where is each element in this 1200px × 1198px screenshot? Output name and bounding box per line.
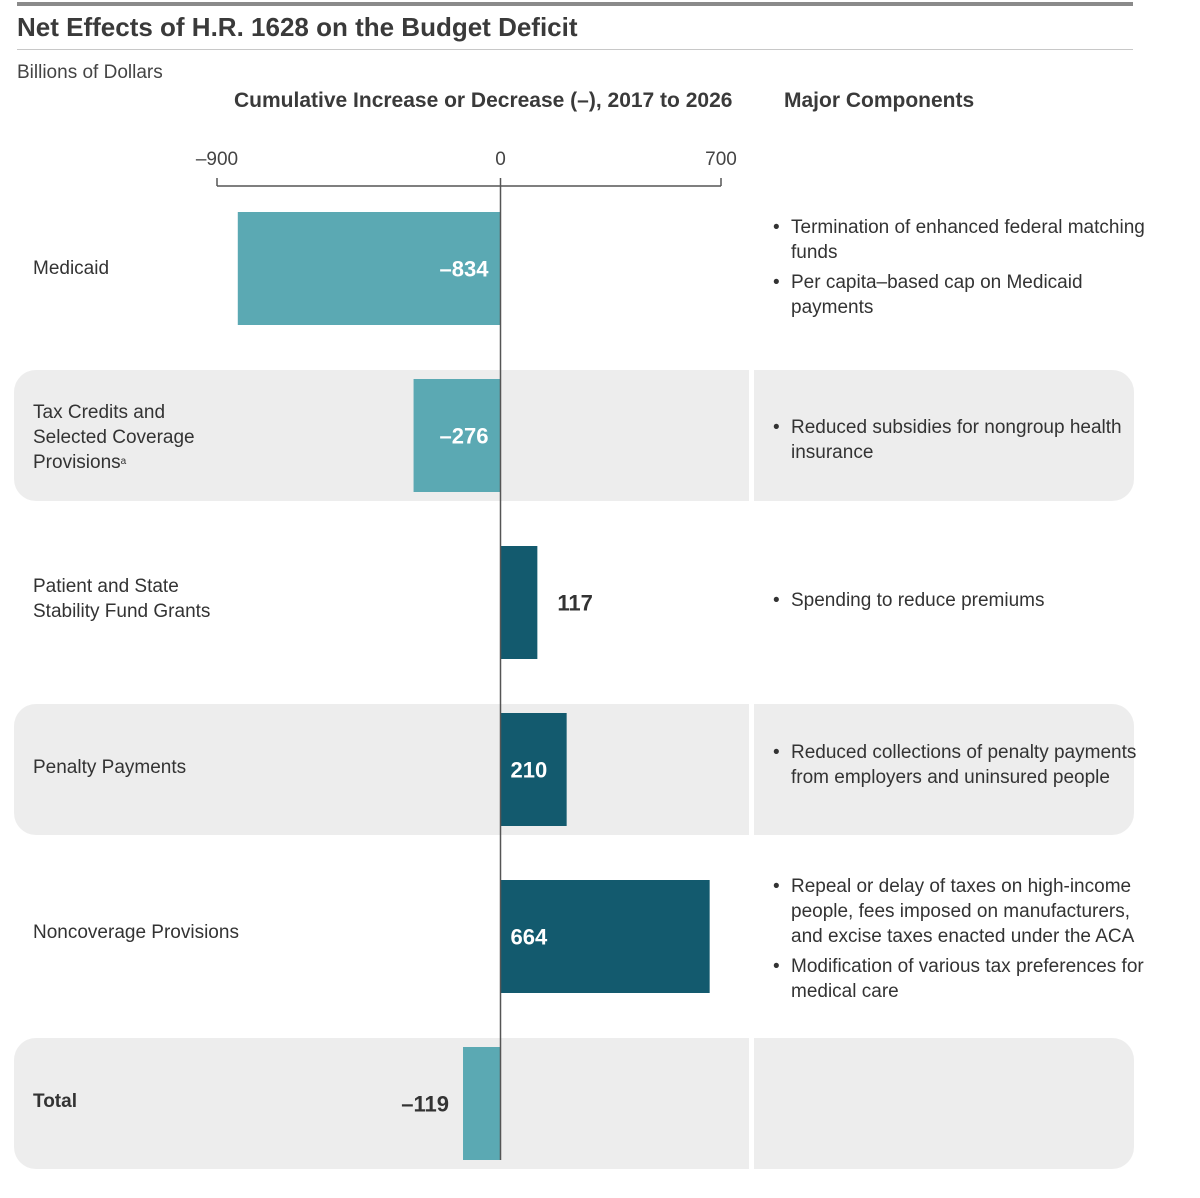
bullet-item: • Per capita–based cap on Medicaid paymen… [773,272,1083,318]
bullets-tax-credits: • Reduced subsidies for nongroup health i… [773,415,1161,470]
bar [500,880,710,993]
bullet-icon: • [773,417,780,438]
chart-title: Net Effects of H.R. 1628 on the Budget D… [17,12,578,42]
bullet-item: • Spending to reduce premiums [773,590,1045,611]
bullet-icon: • [773,742,780,763]
row-label-penalty-payments: Penalty Payments [33,757,187,778]
bullet-item: • Termination of enhanced federal matchin… [773,217,1145,263]
bullet-icon: • [773,956,780,977]
bar-value-label: –834 [440,257,490,282]
row-label-stability-fund: Patient and State Stability Fund Grants [33,576,211,622]
bar-value-label: 210 [511,758,548,783]
bar-value-label: 117 [557,591,593,616]
bullets-medicaid: • Termination of enhanced federal matchin… [773,215,1161,325]
bullets-penalty-payments: • Reduced collections of penalty payments… [773,740,1161,795]
bullet-icon: • [773,876,780,897]
bullet-item: • Reduced subsidies for nongroup health i… [773,417,1122,463]
band-divider [749,1038,754,1169]
x-tick-label: 0 [495,149,506,170]
bullets-noncoverage: • Repeal or delay of taxes on high-income… [773,874,1161,1009]
row-label-noncoverage: Noncoverage Provisions [33,922,239,943]
top-rule [17,2,1133,6]
bar-value-label: –119 [401,1092,449,1117]
bar [413,379,501,492]
row-label-tax-credits: Tax Credits and Selected Coverage Provis… [33,402,195,473]
bullet-icon: • [773,217,780,238]
bar [463,1047,501,1160]
bullet-icon: • [773,590,780,611]
bar-value-label: 664 [511,925,548,950]
row-band-tax-credits [14,370,1134,501]
bar [500,713,567,826]
row-label-medicaid: Medicaid [33,258,110,279]
bar [237,212,501,325]
band-divider [749,704,754,835]
bullet-item: • Reduced collections of penalty payments… [773,742,1137,788]
components-column-header: Major Components [784,89,975,112]
bullet-item: • Repeal or delay of taxes on high-income… [773,876,1135,947]
footnote-marker: a [120,456,127,467]
x-tick-label: –900 [196,149,238,170]
title-divider [17,49,1133,50]
bullets-stability-fund: • Spending to reduce premiums [773,588,1161,618]
row-band-total [14,1038,1134,1169]
row-band-penalty-payments [14,704,1134,835]
band-divider [749,370,754,501]
row-label-total: Total [33,1091,77,1112]
bullet-icon: • [773,272,780,293]
units-label: Billions of Dollars [17,62,163,83]
x-tick-label: 700 [705,149,737,170]
bar-value-label: –276 [440,424,489,449]
bar [500,546,538,659]
bullet-item: • Modification of various tax preferences… [773,956,1144,1002]
chart-column-header: Cumulative Increase or Decrease (–), 201… [234,89,733,112]
